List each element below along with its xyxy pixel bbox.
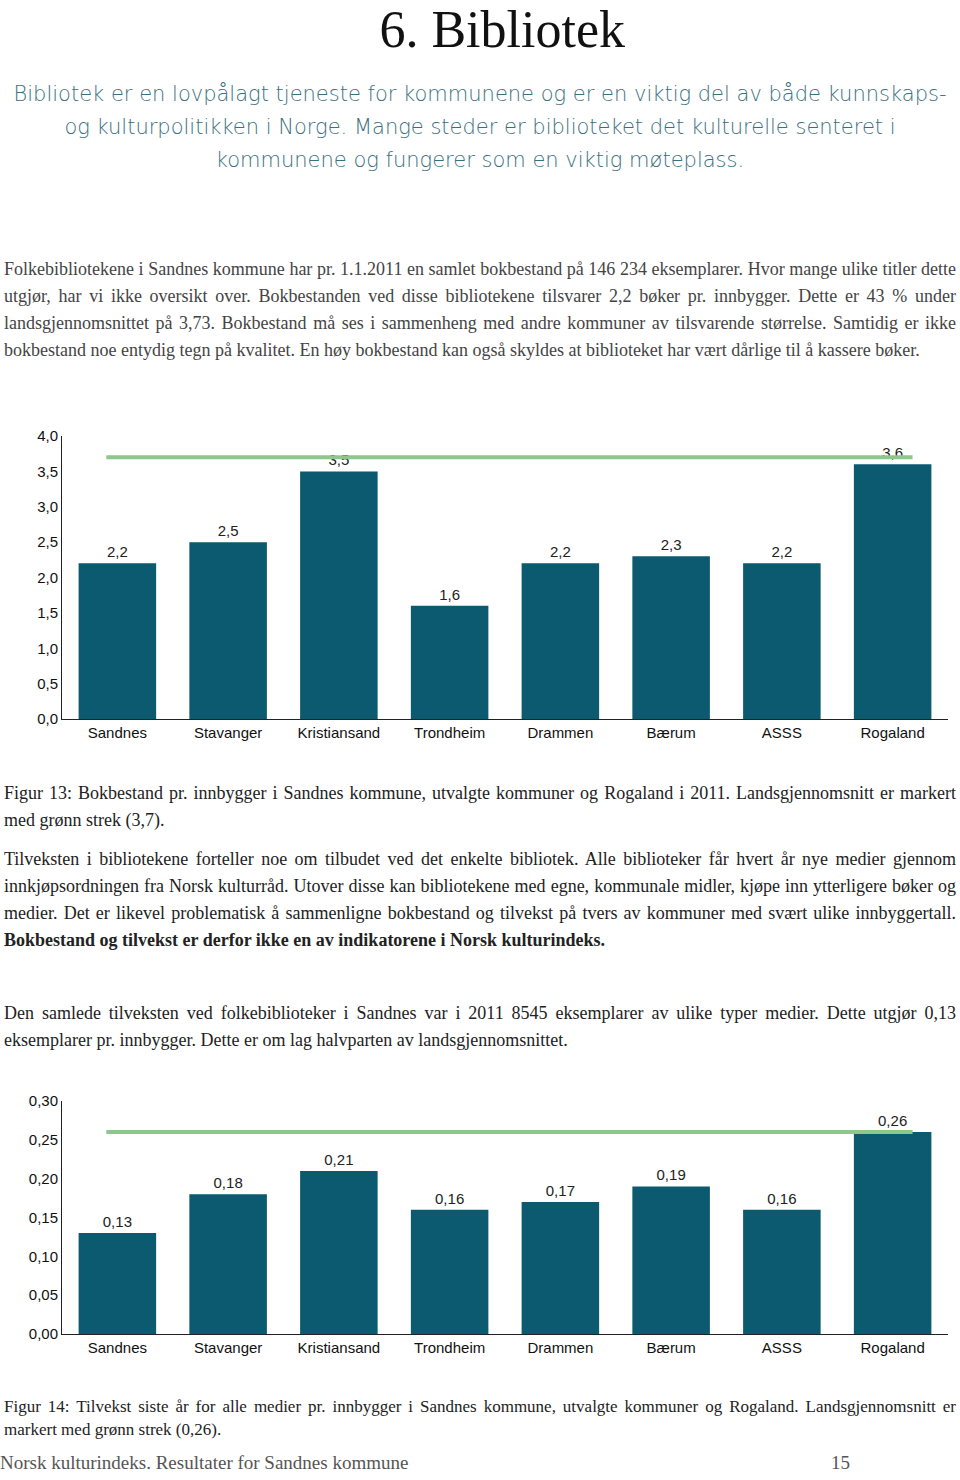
svg-text:Drammen: Drammen (527, 1339, 593, 1356)
html-text:Den samlede tilveksten ved fol: Den samlede tilveksten ved folkebibliote… (4, 1003, 956, 1050)
svg-text:3,5: 3,5 (328, 451, 349, 468)
svg-text:3,6: 3,6 (882, 444, 903, 461)
svg-text:2,0: 2,0 (37, 569, 58, 586)
svg-text:Kristiansand: Kristiansand (298, 724, 381, 741)
svg-text:2,2: 2,2 (771, 543, 792, 560)
svg-text:0,18: 0,18 (214, 1174, 243, 1191)
svg-text:1,6: 1,6 (439, 586, 460, 603)
svg-text:Rogaland: Rogaland (861, 1339, 925, 1356)
svg-text:Sandnes: Sandnes (88, 1339, 147, 1356)
svg-text:Bærum: Bærum (647, 724, 696, 741)
svg-text:2,3: 2,3 (661, 536, 682, 553)
html-text:Folkebibliotekene i Sandnes ko: Folkebibliotekene i Sandnes kommune har … (4, 259, 956, 360)
svg-text:Drammen: Drammen (527, 724, 593, 741)
svg-text:0,10: 0,10 (29, 1248, 58, 1265)
svg-text:Stavanger: Stavanger (194, 1339, 262, 1356)
svg-text:Trondheim: Trondheim (414, 1339, 485, 1356)
svg-text:Stavanger: Stavanger (194, 724, 262, 741)
svg-text:Bærum: Bærum (647, 1339, 696, 1356)
svg-text:4,0: 4,0 (37, 427, 58, 444)
svg-text:1,5: 1,5 (37, 604, 58, 621)
svg-text:0,5: 0,5 (37, 675, 58, 692)
svg-text:ASSS: ASSS (762, 1339, 802, 1356)
svg-text:0,13: 0,13 (103, 1213, 132, 1230)
svg-text:0,0: 0,0 (37, 710, 58, 727)
svg-text:0,15: 0,15 (29, 1209, 58, 1226)
svg-text:1,0: 1,0 (37, 640, 58, 657)
html-text:Figur 14: Tilvekst siste år fo: Figur 14: Tilvekst siste år for alle med… (4, 1397, 956, 1439)
html-text:15: 15 (831, 1452, 850, 1473)
svg-text:0,25: 0,25 (29, 1131, 58, 1148)
svg-text:Rogaland: Rogaland (861, 724, 925, 741)
svg-text:0,19: 0,19 (657, 1166, 686, 1183)
svg-text:0,16: 0,16 (767, 1190, 796, 1207)
svg-text:0,26: 0,26 (878, 1112, 907, 1129)
svg-text:0,16: 0,16 (435, 1190, 464, 1207)
svg-text:Sandnes: Sandnes (88, 724, 147, 741)
svg-text:ASSS: ASSS (762, 724, 802, 741)
svg-text:0,00: 0,00 (29, 1325, 58, 1342)
html-text:Figur 13: Bokbestand pr. innby: Figur 13: Bokbestand pr. innbygger i San… (4, 783, 956, 830)
html-text:Norsk kulturindeks. Resultater: Norsk kulturindeks. Resultater for Sandn… (0, 1452, 409, 1473)
svg-text:2,5: 2,5 (37, 533, 58, 550)
svg-text:0,05: 0,05 (29, 1286, 58, 1303)
svg-text:2,2: 2,2 (550, 543, 571, 560)
svg-text:Trondheim: Trondheim (414, 724, 485, 741)
svg-text:0,21: 0,21 (324, 1151, 353, 1168)
html-text:Tilveksten i bibliotekene fort: Tilveksten i bibliotekene forteller noe … (4, 849, 956, 923)
svg-text:2,2: 2,2 (107, 543, 128, 560)
svg-text:0,30: 0,30 (29, 1092, 58, 1109)
svg-text:Kristiansand: Kristiansand (298, 1339, 381, 1356)
html-text:Bokbestand og tilvekst er derf: Bokbestand og tilvekst er derfor ikke en… (4, 930, 606, 950)
svg-text:0,20: 0,20 (29, 1170, 58, 1187)
svg-text:3,0: 3,0 (37, 498, 58, 515)
html-text:6. Bibliotek: 6. Bibliotek (379, 1, 625, 58)
html-text:Bibliotek er en lovpålagt tjen: Bibliotek er en lovpålagt tjeneste for k… (13, 82, 947, 172)
svg-text:0,17: 0,17 (546, 1182, 575, 1199)
svg-text:3,5: 3,5 (37, 463, 58, 480)
svg-text:2,5: 2,5 (218, 522, 239, 539)
